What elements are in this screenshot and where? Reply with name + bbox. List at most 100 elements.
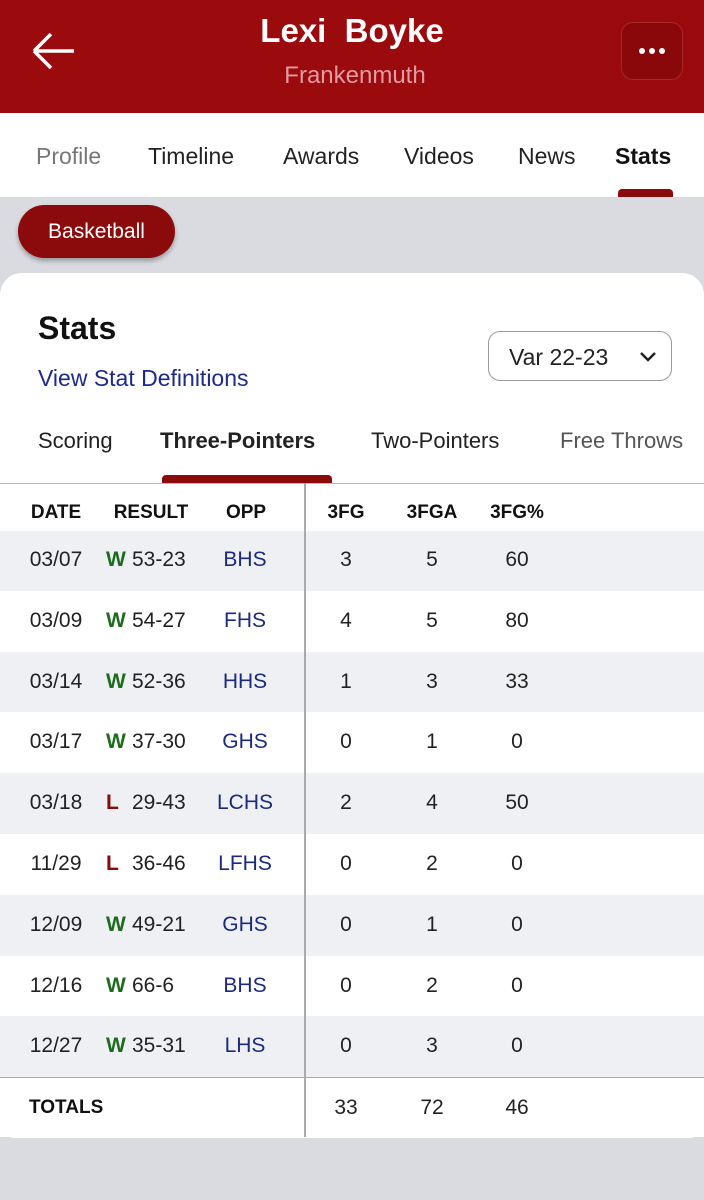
tab[interactable]: Profile [36,143,102,169]
opp-cell: BHS [223,973,267,997]
school-name: Frankenmuth [284,62,426,89]
stat-cell: 5 [426,548,438,571]
stat-cell: 1 [426,730,438,754]
result-cell: W [106,548,126,571]
stat-cell: 50 [505,791,529,815]
date-cell: 03/09 [29,608,83,632]
date-cell: 11/29 [30,852,82,875]
stat-cell: 1 [340,669,352,693]
stat-cell: 0 [511,973,523,997]
table-row [0,712,704,774]
date-cell: 03/17 [29,730,83,754]
result-cell: W [106,1034,126,1058]
table-row [0,530,704,591]
stat-cell: 3 [426,1034,438,1058]
stat-cell: 0 [340,730,352,754]
score-cell: 54-27 [132,608,186,632]
more-button[interactable] [621,22,683,80]
totals-cell: 72 [420,1096,444,1120]
stat-cell: 0 [511,852,523,875]
result-cell: W [106,608,126,632]
tab[interactable]: Videos [404,143,474,169]
tab[interactable]: Awards [283,143,360,169]
opp-cell: BHS [223,548,267,571]
result-cell: L [106,791,119,815]
stat-cell: 0 [340,912,352,936]
column-header: 3FG% [490,502,544,523]
stat-cell: 0 [511,1034,523,1058]
definitions-link[interactable]: View Stat Definitions [38,365,249,391]
opp-cell: GHS [222,730,268,754]
opp-cell: LFHS [218,852,272,875]
opp-cell: LHS [224,1034,266,1058]
stats-title: Stats [38,310,117,346]
totals-cell: 33 [334,1096,358,1120]
subtab[interactable]: Three-Pointers [160,428,316,453]
score-cell: 53-23 [132,548,186,571]
stat-cell: 33 [505,669,529,693]
column-divider [304,483,306,1138]
tab[interactable]: News [518,143,576,169]
score-cell: 29-43 [132,791,186,815]
column-header: OPP [225,502,267,523]
score-cell: 37-30 [132,730,186,754]
subtab[interactable]: Scoring [38,428,113,453]
stat-cell: 0 [340,973,352,997]
totals-label: TOTALS [29,1097,104,1119]
column-header: DATE [30,502,82,523]
score-cell: 52-36 [132,669,186,693]
subtab[interactable]: Free Throws [560,428,684,453]
opp-cell: HHS [222,669,268,693]
result-cell: W [106,669,126,693]
opp-cell: FHS [224,608,266,632]
stat-cell: 3 [426,669,438,693]
result-cell: W [106,912,126,936]
stat-cell: 0 [511,730,523,754]
date-cell: 12/09 [29,912,83,936]
header-bar [0,0,704,113]
subtab-indicator [162,475,332,483]
result-cell: L [106,852,119,875]
tab-indicator [618,189,673,197]
stat-cell: 0 [340,852,352,875]
column-header: 3FG [327,502,365,523]
table-row [0,834,704,895]
stat-cell: 4 [340,608,352,632]
stat-cell: 5 [426,608,438,632]
column-header: RESULT [113,502,189,523]
totals-row [0,1077,704,1139]
date-cell: 12/16 [29,973,83,997]
table-header [0,483,704,531]
stat-cell: 60 [505,548,529,571]
stat-cell: 2 [426,852,438,875]
totals-cell: 46 [505,1096,529,1120]
score-cell: 49-21 [132,912,186,936]
tab-bar [0,113,704,197]
score-cell: 36-46 [132,852,186,875]
table-row [0,1016,704,1078]
score-cell: 35-31 [132,1034,186,1058]
date-cell: 03/07 [29,548,83,571]
tab[interactable]: Stats [615,143,672,169]
table-row [0,651,704,713]
stat-cell: 80 [505,608,529,632]
sport-pill[interactable]: Basketball [18,205,175,258]
season-dropdown[interactable]: Var 22-23 [488,331,672,381]
column-header: 3FGA [406,502,458,523]
table-row [0,955,704,1017]
opp-cell: GHS [222,912,268,936]
season-label: Var 22-23 [509,344,609,370]
stat-cell: 1 [426,912,438,936]
date-cell: 03/14 [29,669,83,693]
result-cell: W [106,730,126,754]
tab[interactable]: Timeline [148,143,235,169]
stat-cell: 4 [426,791,438,815]
back-button[interactable] [30,30,76,72]
table-row [0,590,704,652]
date-cell: 12/27 [29,1034,83,1058]
subtab[interactable]: Two-Pointers [371,428,500,453]
score-cell: 66-6 [132,973,175,997]
result-cell: W [106,973,126,997]
stat-cell: 0 [511,912,523,936]
